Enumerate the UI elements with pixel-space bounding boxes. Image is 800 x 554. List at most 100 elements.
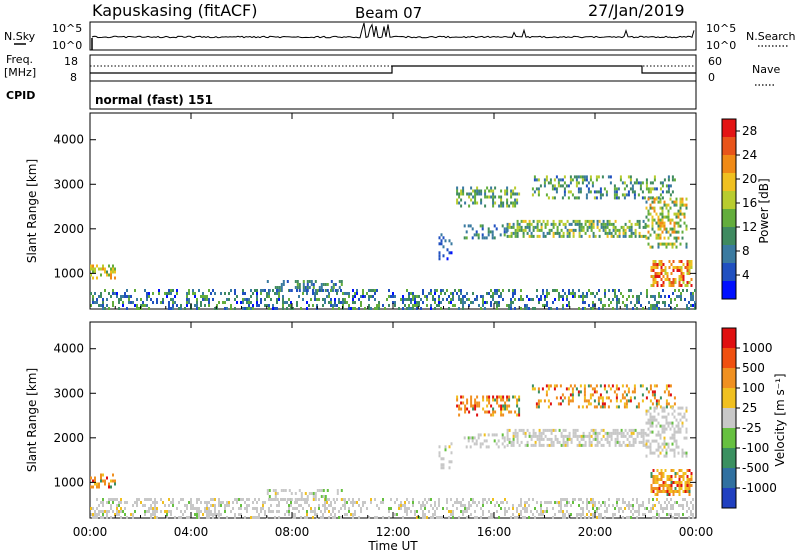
- echo-cell: [208, 301, 210, 304]
- echo-cell: [236, 501, 238, 504]
- echo-cell: [663, 427, 666, 431]
- echo-cell: [594, 504, 596, 507]
- echo-cell: [686, 490, 689, 493]
- echo-cell: [168, 304, 170, 307]
- echo-cell: [552, 440, 555, 444]
- echo-cell: [344, 301, 346, 304]
- echo-cell: [268, 304, 270, 307]
- echo-cell: [94, 479, 96, 483]
- echo-cell: [540, 510, 542, 513]
- echo-cell: [136, 498, 138, 501]
- echo-cell: [208, 510, 210, 513]
- echo-cell: [649, 245, 652, 249]
- echo-cell: [574, 295, 576, 298]
- echo-cell: [442, 298, 444, 301]
- echo-cell: [596, 440, 599, 444]
- echo-cell: [622, 498, 624, 501]
- echo-cell: [512, 222, 515, 226]
- echo-cell: [580, 434, 583, 438]
- echo-cell: [467, 439, 470, 443]
- echo-cell: [310, 507, 312, 510]
- echo-cell: [404, 510, 406, 513]
- echo-cell: [653, 393, 656, 397]
- echo-cell: [599, 187, 602, 191]
- echo-cell: [552, 219, 555, 223]
- echo-cell: [674, 278, 677, 281]
- echo-cell: [686, 266, 689, 269]
- echo-cell: [555, 187, 558, 191]
- echo-cell: [556, 289, 558, 292]
- echo-cell: [376, 307, 378, 310]
- echo-cell: [674, 298, 676, 301]
- echo-cell: [665, 427, 668, 431]
- echo-cell: [290, 504, 292, 507]
- echo-cell: [601, 175, 604, 179]
- echo-cell: [328, 498, 330, 501]
- echo-cell: [642, 307, 644, 310]
- echo-cell: [220, 504, 222, 507]
- echo-cell: [356, 289, 358, 292]
- echo-cell: [200, 295, 202, 298]
- echo-cell: [142, 301, 144, 304]
- echo-cell: [308, 492, 311, 495]
- noise-sky-trace: [91, 22, 695, 50]
- echo-cell: [418, 301, 420, 304]
- echo-cell: [504, 401, 507, 405]
- echo-cell: [667, 184, 670, 188]
- echo-cell: [500, 189, 503, 193]
- echo-cell: [552, 507, 554, 510]
- echo-cell: [582, 301, 584, 304]
- echo-cell: [671, 448, 674, 452]
- echo-cell: [516, 440, 519, 444]
- echo-cell: [518, 504, 520, 507]
- echo-cell: [666, 478, 669, 481]
- echo-cell: [502, 201, 505, 205]
- echo-cell: [336, 489, 339, 492]
- echo-cell: [594, 431, 597, 435]
- echo-cell: [587, 399, 590, 403]
- echo-cell: [114, 479, 116, 483]
- echo-cell: [122, 301, 124, 304]
- echo-cell: [224, 292, 226, 295]
- echo-cell: [673, 230, 676, 234]
- echo-cell: [638, 440, 641, 444]
- echo-cell: [571, 387, 574, 391]
- echo-cell: [475, 439, 478, 443]
- echo-cell: [669, 197, 672, 201]
- echo-cell: [394, 295, 396, 298]
- echo-cell: [670, 281, 673, 284]
- echo-cell: [493, 236, 496, 240]
- echo-cell: [664, 278, 667, 281]
- echo-cell: [653, 187, 656, 191]
- echo-cell: [102, 264, 104, 268]
- echo-cell: [512, 189, 515, 193]
- echo-cell: [448, 445, 451, 449]
- echo-cell: [224, 301, 226, 304]
- echo-cell: [482, 395, 485, 399]
- echo-cell: [472, 404, 475, 408]
- echo-cell: [220, 292, 222, 295]
- echo-cell: [614, 231, 617, 235]
- echo-cell: [623, 396, 626, 400]
- echo-cell: [690, 510, 692, 513]
- echo-cell: [388, 295, 390, 298]
- echo-cell: [212, 289, 214, 292]
- echo-cell: [536, 234, 539, 238]
- echo-cell: [496, 395, 499, 399]
- echo-cell: [662, 269, 665, 272]
- echo-cell: [352, 289, 354, 292]
- echo-cell: [454, 289, 456, 292]
- echo-cell: [426, 298, 428, 301]
- echo-cell: [594, 234, 597, 238]
- echo-cell: [504, 498, 506, 501]
- echo-cell: [476, 404, 479, 408]
- echo-cell: [654, 281, 657, 284]
- echo-cell: [324, 283, 327, 286]
- echo-cell: [682, 278, 685, 281]
- echo-cell: [601, 402, 604, 406]
- echo-cell: [592, 304, 594, 307]
- echo-cell: [402, 504, 404, 507]
- echo-cell: [162, 301, 164, 304]
- echo-cell: [649, 387, 652, 391]
